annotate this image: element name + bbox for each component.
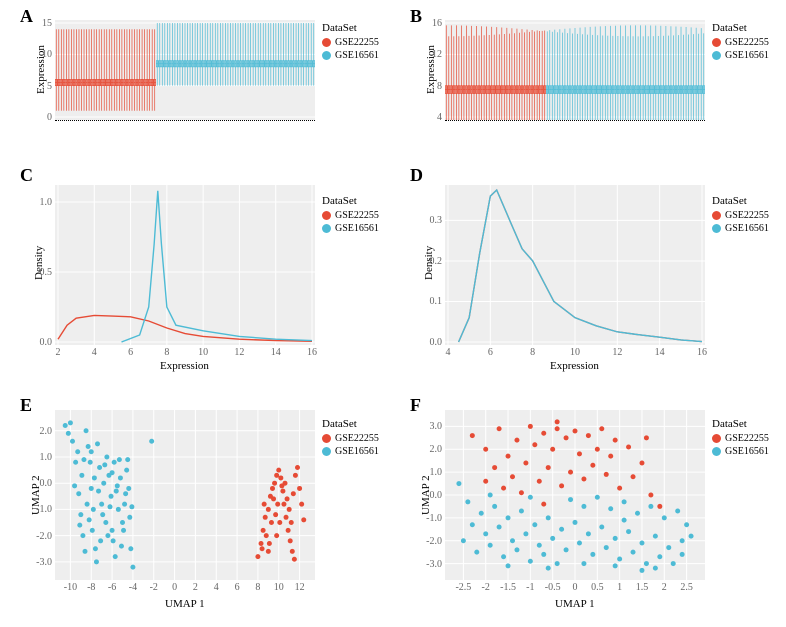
legend-title: DataSet [712,418,769,430]
panel-e [55,410,315,610]
panel-a [55,20,315,135]
legend-label-1: GSE16561 [335,446,379,457]
legend-label-0: GSE22255 [335,210,379,221]
panel-e-plot [55,410,315,580]
legend-item-1: GSE16561 [322,223,379,234]
legend-title: DataSet [322,22,379,34]
legend-item-1: GSE16561 [712,446,769,457]
panel-a-plot [55,20,315,120]
legend-item-0: GSE22255 [712,433,769,444]
legend-dot-red [322,38,331,47]
panel-d-xlabel: Expression [550,360,599,372]
panel-label-c: C [20,165,33,186]
panel-a-svg [55,20,315,120]
panel-label-e: E [20,395,32,416]
legend-item-1: GSE16561 [712,50,769,61]
panel-d-legend: DataSet GSE22255 GSE16561 [712,195,769,236]
figure-root: A B C D E F Expression 051015 DataSet GS… [0,0,786,627]
panel-f-svg [445,410,705,580]
legend-dot-cyan [322,447,331,456]
panel-c-legend: DataSet GSE22255 GSE16561 [322,195,379,236]
legend-item-1: GSE16561 [712,223,769,234]
legend-label-0: GSE22255 [335,37,379,48]
panel-f-plot [445,410,705,580]
panel-d-svg [445,185,705,345]
legend-title: DataSet [322,195,379,207]
legend-label-1: GSE16561 [725,446,769,457]
legend-item-1: GSE16561 [322,50,379,61]
legend-dot-red [712,38,721,47]
legend-label-0: GSE22255 [335,433,379,444]
panel-e-legend: DataSet GSE22255 GSE16561 [322,418,379,459]
panel-label-d: D [410,165,423,186]
panel-e-svg [55,410,315,580]
panel-label-f: F [410,395,421,416]
legend-label-1: GSE16561 [335,50,379,61]
legend-dot-red [712,434,721,443]
legend-label-1: GSE16561 [725,223,769,234]
panel-b-svg [445,20,705,120]
legend-label-0: GSE22255 [725,210,769,221]
panel-label-a: A [20,6,33,27]
panel-f-legend: DataSet GSE22255 GSE16561 [712,418,769,459]
legend-item-1: GSE16561 [322,446,379,457]
legend-dot-cyan [712,447,721,456]
legend-item-0: GSE22255 [712,210,769,221]
panel-a-xaxis [55,120,315,124]
panel-d-plot [445,185,705,345]
panel-b [445,20,705,135]
legend-title: DataSet [712,195,769,207]
legend-dot-cyan [712,51,721,60]
legend-item-0: GSE22255 [322,433,379,444]
panel-e-xlabel: UMAP 1 [165,598,205,610]
panel-b-plot [445,20,705,120]
panel-c-svg [55,185,315,345]
panel-f [445,410,705,610]
legend-item-0: GSE22255 [322,37,379,48]
legend-dot-red [712,211,721,220]
legend-label-1: GSE16561 [335,223,379,234]
panel-f-xlabel: UMAP 1 [555,598,595,610]
panel-c-plot [55,185,315,345]
legend-label-0: GSE22255 [725,37,769,48]
panel-c-xlabel: Expression [160,360,209,372]
legend-dot-cyan [712,224,721,233]
legend-label-0: GSE22255 [725,433,769,444]
legend-item-0: GSE22255 [322,210,379,221]
legend-item-0: GSE22255 [712,37,769,48]
legend-title: DataSet [322,418,379,430]
legend-dot-red [322,211,331,220]
legend-dot-red [322,434,331,443]
legend-dot-cyan [322,51,331,60]
panel-label-b: B [410,6,422,27]
panel-b-xaxis [445,120,705,124]
legend-title: DataSet [712,22,769,34]
legend-dot-cyan [322,224,331,233]
legend-label-1: GSE16561 [725,50,769,61]
panel-b-legend: DataSet GSE22255 GSE16561 [712,22,769,63]
panel-a-legend: DataSet GSE22255 GSE16561 [322,22,379,63]
